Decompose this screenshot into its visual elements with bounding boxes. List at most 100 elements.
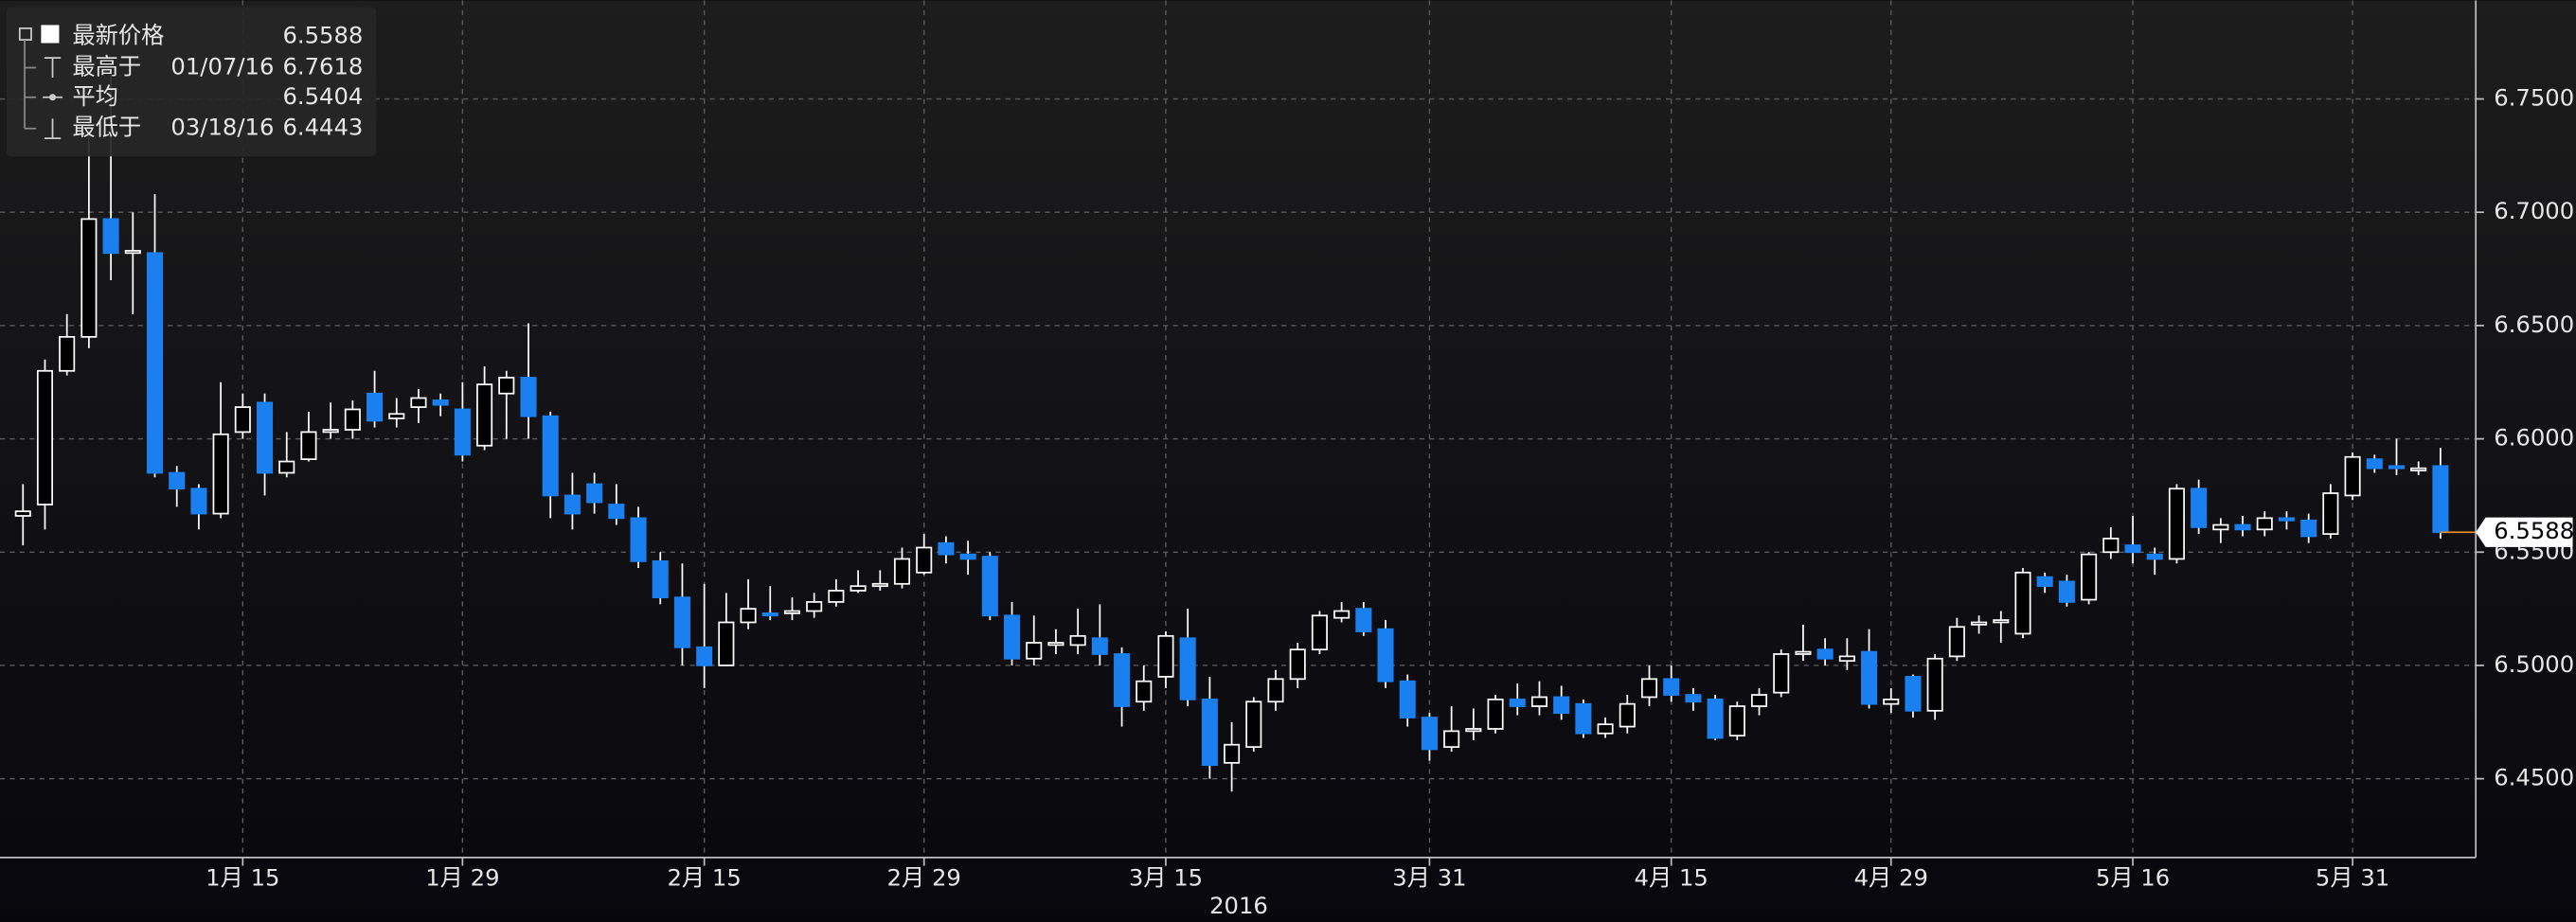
candle-body [893, 558, 911, 585]
candle-body [1179, 637, 1196, 700]
y-tick-label: 6.5000 [2494, 650, 2574, 678]
candle-body [1069, 634, 1086, 647]
candle-body [2322, 492, 2339, 535]
candle-body [432, 399, 449, 406]
x-tick-label: 2月 15 [667, 863, 741, 891]
candle-body [2058, 580, 2075, 603]
candle-body [1663, 678, 1680, 696]
candle-body [1421, 717, 1438, 751]
last-price-label: 6.5588 [2494, 517, 2574, 544]
candle-body [2388, 465, 2406, 470]
candle-body [1883, 698, 1900, 705]
x-axis-label: 2016 [1209, 892, 1268, 919]
legend-value: 6.7618 [282, 53, 363, 80]
candle-body [740, 608, 757, 624]
legend-icon-avg-dot [49, 94, 56, 101]
candle-body [234, 406, 251, 434]
axes: 6.45006.50006.55006.60006.65006.70006.75… [206, 84, 2574, 892]
candle-body [1640, 678, 1658, 699]
candle-body [1971, 621, 1988, 626]
candle-body [761, 612, 778, 617]
candle-body [2146, 553, 2163, 560]
candle-body [2432, 465, 2449, 534]
legend-name: 最新价格 [72, 22, 164, 49]
x-tick-label: 1月 15 [206, 863, 279, 891]
legend-name: 最低于 [72, 114, 141, 141]
candle-body [1773, 653, 1790, 694]
candle-body [1377, 628, 1394, 683]
candle-body [1926, 657, 1943, 712]
candle-body [1728, 705, 1745, 737]
candle-body [1245, 700, 1262, 748]
candle-body [1224, 743, 1241, 764]
candle-body [652, 559, 669, 599]
candle-body [1026, 642, 1043, 660]
candle-body [1948, 626, 1965, 658]
candle-body [2014, 571, 2031, 635]
legend: 最新价格 6.5588 最高于 01/07/16 6.7618 平均 6.540… [6, 7, 377, 157]
candle-body [124, 250, 141, 255]
candle-body [520, 377, 537, 417]
candle-body [1838, 655, 1855, 663]
legend-icon-high [44, 57, 62, 78]
candle-body [1267, 678, 1284, 703]
candle-body [1443, 730, 1460, 748]
candle-body [1553, 696, 1570, 715]
candle-body [1047, 642, 1064, 647]
candle-body [2366, 458, 2383, 470]
y-tick-label: 6.4500 [2494, 764, 2574, 791]
candle-body [14, 510, 31, 517]
candle-body [1993, 619, 2010, 624]
candle-body [410, 397, 427, 408]
candle-body [916, 546, 933, 574]
candle-body [1289, 648, 1306, 681]
candle-body [2081, 553, 2098, 601]
candle-body [80, 218, 98, 338]
legend-value: 6.5404 [282, 82, 363, 110]
candle-body [1355, 608, 1372, 632]
candle-body [938, 541, 955, 556]
candle-body [1004, 614, 1021, 660]
y-tick-label: 6.6500 [2494, 310, 2574, 338]
candle-body [1399, 680, 1416, 718]
candle-body [1509, 698, 1526, 707]
legend-value: 6.5588 [282, 22, 363, 49]
legend-swatch [41, 25, 60, 44]
legend-box [6, 7, 377, 157]
candle-body [498, 377, 515, 395]
candle-body [1685, 694, 1702, 703]
candle-body [2278, 517, 2295, 522]
candle-body [871, 582, 888, 588]
x-tick-label: 3月 31 [1392, 863, 1466, 891]
x-tick-label: 5月 31 [2316, 863, 2389, 891]
y-tick-label: 6.7000 [2494, 197, 2574, 224]
candle-body [1861, 650, 1878, 705]
candle-body [2344, 455, 2361, 497]
candle-body [1311, 614, 1328, 651]
candle-body [1619, 702, 1636, 728]
candle-body [783, 610, 800, 614]
candle-body [102, 218, 119, 255]
candle-body [476, 383, 493, 447]
candle-body [1114, 653, 1131, 707]
candle-body [146, 252, 164, 474]
candle-body [1575, 702, 1592, 735]
candle-body [542, 415, 559, 497]
candle-body [673, 596, 690, 648]
candle-body [454, 408, 471, 456]
candle-body [2102, 538, 2120, 554]
candle-body [1465, 728, 1482, 733]
candle-body [850, 585, 867, 592]
candle-body [2036, 576, 2053, 588]
candle-body [1905, 676, 1922, 712]
candle-body [630, 517, 647, 562]
candle-body [806, 601, 823, 612]
x-tick-label: 5月 16 [2096, 863, 2170, 891]
candle-body [2234, 523, 2251, 531]
candle-body [36, 369, 53, 505]
candle-body [828, 590, 845, 603]
candle-body [718, 621, 735, 666]
candle-body [322, 429, 339, 434]
